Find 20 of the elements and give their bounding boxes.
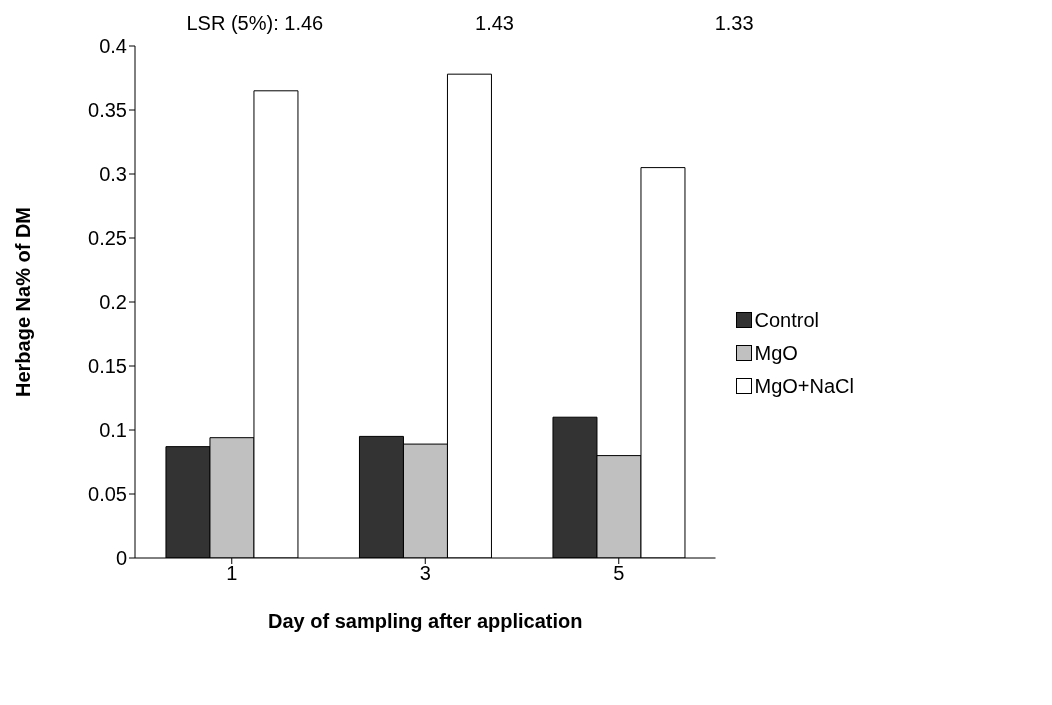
legend-label: MgO+NaCl [754, 374, 854, 398]
text: LSR (5%): 1.46 [185, 12, 325, 35]
x-tick-label: 3 [419, 562, 431, 585]
x-axis-title: Day of sampling after application [268, 610, 583, 632]
legend-label: MgO [754, 341, 798, 365]
y-tick-label: 0.1 [99, 419, 127, 442]
x-tick-label: 1 [226, 562, 238, 585]
legend-label: Control [754, 308, 819, 332]
y-tick-label: 0.3 [99, 163, 127, 186]
text: 1.43 [474, 12, 515, 35]
text: 1.33 [713, 12, 755, 35]
x-tick-label: 5 [613, 562, 625, 585]
y-tick-label: 0.4 [99, 35, 127, 58]
y-tick-label: 0.35 [88, 99, 127, 122]
y-tick-label: 0.2 [99, 291, 127, 314]
y-tick-label: 0.25 [88, 227, 127, 250]
y-tick-label: 0.05 [88, 483, 127, 506]
y-tick-label: 0 [115, 547, 127, 570]
y-axis-title: Herbage Na% of DM [12, 206, 35, 398]
y-tick-label: 0.15 [88, 355, 127, 378]
